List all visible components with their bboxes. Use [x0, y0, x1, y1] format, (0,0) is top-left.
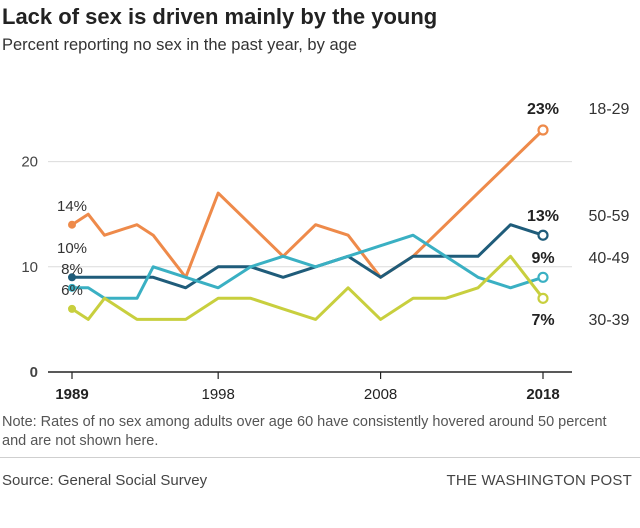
start-label-18-29: 14% — [57, 198, 87, 215]
series-line-50-59 — [70, 223, 545, 290]
data-point-30-39-2014 — [476, 286, 479, 289]
data-point-50-59-1998 — [217, 265, 220, 268]
data-point-40-49-1990 — [87, 286, 90, 289]
data-point-30-39-2000 — [249, 297, 252, 300]
data-point-30-39-1996 — [184, 318, 187, 321]
data-point-30-39-1991 — [103, 297, 106, 300]
data-point-30-39-1990 — [87, 318, 90, 321]
series-line-30-39 — [70, 254, 545, 321]
start-label-50-59: 10% — [57, 240, 87, 257]
publisher-credit: THE WASHINGTON POST — [446, 472, 632, 489]
series-start-dot-40-49 — [68, 283, 76, 292]
data-point-30-39-1993 — [135, 318, 138, 321]
data-point-40-49-2016 — [509, 286, 512, 289]
series-name-label-40-49: 40-49 — [589, 250, 630, 267]
data-point-18-29-2006 — [347, 234, 350, 237]
source-text: Source: General Social Survey — [2, 472, 208, 489]
data-point-50-59-2016 — [509, 223, 512, 226]
data-point-30-39-2010 — [411, 297, 414, 300]
data-point-40-49-1996 — [184, 276, 187, 279]
data-point-50-59-2002 — [282, 276, 285, 279]
end-label-18-29: 23% — [527, 101, 559, 118]
data-point-18-29-2004 — [314, 223, 317, 226]
data-point-40-49-2006 — [347, 255, 350, 258]
data-point-50-59-1991 — [103, 276, 106, 279]
data-point-30-39-2016 — [509, 255, 512, 258]
series-end-dot-50-59 — [537, 229, 549, 241]
data-point-30-39-2002 — [282, 307, 285, 310]
data-point-30-39-2008 — [379, 318, 382, 321]
series-end-dot-30-39 — [537, 292, 549, 304]
data-point-30-39-2006 — [347, 286, 350, 289]
series-end-dot-18-29 — [537, 124, 549, 136]
footer-divider — [0, 457, 640, 458]
data-point-50-59-2010 — [411, 255, 414, 258]
x-tick-label-2018: 2018 — [526, 386, 559, 403]
end-label-40-49: 9% — [531, 250, 554, 267]
data-point-50-59-2008 — [379, 276, 382, 279]
chart-subtitle: Percent reporting no sex in the past yea… — [2, 36, 357, 54]
end-label-30-39: 7% — [531, 312, 554, 329]
data-point-40-49-2000 — [249, 265, 252, 268]
data-point-18-29-1991 — [103, 234, 106, 237]
line-chart: 0 10 20 1989 1998 2008 2018 14% 10% 8% 6% 23% 18-29 1… — [21, 101, 630, 403]
data-point-40-49-2008 — [379, 244, 382, 247]
data-point-30-39-2004 — [314, 318, 317, 321]
y-tick-label-10: 10 — [21, 259, 38, 276]
data-point-18-29-2014 — [476, 192, 479, 195]
data-point-50-59-1990 — [87, 276, 90, 279]
data-point-40-49-2014 — [476, 276, 479, 279]
y-tick-label-0: 0 — [30, 364, 38, 381]
data-point-40-49-2004 — [314, 265, 317, 268]
data-point-40-49-1998 — [217, 286, 220, 289]
start-label-40-49: 8% — [61, 261, 83, 278]
series-start-dot-30-39 — [68, 304, 76, 313]
x-tick-label-1998: 1998 — [201, 386, 234, 403]
series-name-label-50-59: 50-59 — [589, 208, 630, 225]
data-point-50-59-1996 — [184, 286, 187, 289]
data-point-40-49-2012 — [444, 255, 447, 258]
data-point-30-39-2012 — [444, 297, 447, 300]
data-point-18-29-2000 — [249, 223, 252, 226]
data-point-40-49-2002 — [282, 255, 285, 258]
x-tick-label-1989: 1989 — [55, 386, 88, 403]
series-start-dot-50-59 — [68, 273, 76, 282]
data-point-18-29-1998 — [217, 192, 220, 195]
data-point-50-59-1993 — [135, 276, 138, 279]
series-name-label-30-39: 30-39 — [589, 312, 630, 329]
start-label-30-39: 6% — [61, 282, 83, 299]
data-point-30-39-1998 — [217, 297, 220, 300]
data-point-40-49-1993 — [135, 297, 138, 300]
series-end-dot-40-49 — [537, 271, 549, 283]
data-point-18-29-1990 — [87, 213, 90, 216]
data-point-50-59-2014 — [476, 255, 479, 258]
y-tick-label-20: 20 — [21, 154, 38, 171]
end-label-50-59: 13% — [527, 208, 559, 225]
chart-title: Lack of sex is driven mainly by the youn… — [2, 4, 438, 29]
data-point-18-29-1993 — [135, 223, 138, 226]
series-start-dot-18-29 — [68, 220, 76, 229]
series-name-label-18-29: 18-29 — [589, 101, 630, 118]
data-point-30-39-1994 — [152, 318, 155, 321]
x-tick-label-2008: 2008 — [364, 386, 397, 403]
data-point-18-29-2012 — [444, 223, 447, 226]
chart-note: Note: Rates of no sex among adults over … — [2, 414, 607, 449]
series-line-40-49 — [70, 233, 545, 300]
data-point-18-29-2016 — [509, 160, 512, 163]
data-point-40-49-1994 — [152, 265, 155, 268]
data-point-18-29-1994 — [152, 234, 155, 237]
data-point-50-59-1994 — [152, 276, 155, 279]
data-point-40-49-2010 — [411, 234, 414, 237]
